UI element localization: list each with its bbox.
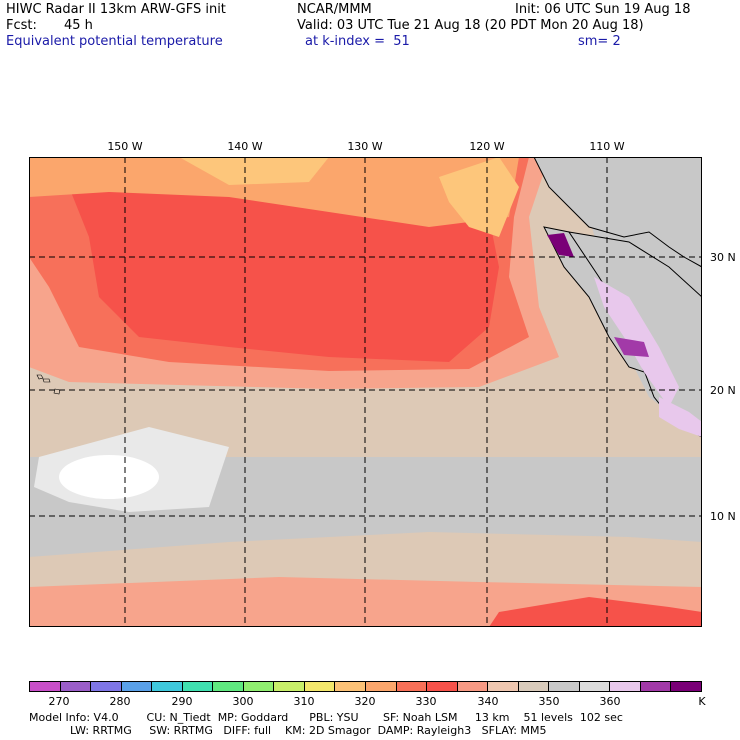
colorbar-swatch	[182, 682, 214, 691]
purple-gulf	[614, 337, 649, 357]
map-frame	[29, 157, 702, 627]
forecast-hour: 45 h	[64, 18, 93, 33]
colorbar-swatch	[427, 682, 458, 691]
cbar-unit: K	[698, 695, 706, 708]
land-mexico	[533, 157, 702, 268]
colorbar-swatch	[579, 682, 611, 691]
cbar-tick: 350	[538, 695, 560, 708]
red-south	[489, 597, 702, 627]
lon-label-130w: 130 W	[347, 140, 383, 153]
dark-purple-north	[547, 233, 574, 257]
model-info-line1: Model Info: V4.0 CU: N_Tiedt MP: Goddard…	[29, 711, 623, 724]
smoothing-label: sm= 2	[578, 34, 621, 49]
lat-label-10n: 10 N	[710, 510, 736, 523]
colorbar-swatch	[91, 682, 122, 691]
lon-label-120w: 120 W	[469, 140, 505, 153]
colorbar	[29, 681, 702, 692]
red-core	[69, 177, 499, 362]
orange-north	[29, 157, 519, 227]
colorbar-swatch	[30, 682, 61, 691]
lon-label-150w: 150 W	[107, 140, 143, 153]
forecast-label: Fcst:	[6, 18, 37, 33]
colorbar-swatch	[335, 682, 367, 691]
model-info-line2: LW: RRTMG SW: RRTMG DIFF: full KM: 2D Sm…	[70, 724, 547, 737]
cbar-tick: 310	[293, 695, 315, 708]
colorbar-swatch	[457, 682, 489, 691]
cbar-tick: 340	[477, 695, 499, 708]
colorbar-swatch	[488, 682, 519, 691]
init-time: Init: 06 UTC Sun 19 Aug 18	[515, 2, 691, 17]
colorbar-swatch	[243, 682, 275, 691]
lavender-coast	[659, 397, 702, 437]
colorbar-swatch	[60, 682, 92, 691]
colorbar-swatch	[304, 682, 336, 691]
cbar-tick: 270	[48, 695, 70, 708]
cbar-tick: 290	[171, 695, 193, 708]
colorbar-swatch	[671, 682, 702, 691]
theta-e-map	[29, 157, 702, 627]
colorbar-swatch	[396, 682, 428, 691]
cbar-tick: 360	[599, 695, 621, 708]
lat-label-20n: 20 N	[710, 384, 736, 397]
colorbar-swatch	[121, 682, 153, 691]
colorbar-swatch	[610, 682, 641, 691]
white-core	[59, 455, 159, 499]
colorbar-swatch	[274, 682, 305, 691]
lon-label-110w: 110 W	[589, 140, 625, 153]
colorbar-swatch	[152, 682, 183, 691]
valid-time: Valid: 03 UTC Tue 21 Aug 18 (20 PDT Mon …	[297, 18, 644, 33]
field-name: Equivalent potential temperature	[6, 34, 223, 49]
lat-label-30n: 30 N	[710, 251, 736, 264]
center-label: NCAR/MMM	[297, 2, 372, 17]
cbar-tick: 300	[232, 695, 254, 708]
colorbar-swatch	[640, 682, 672, 691]
cbar-tick: 330	[415, 695, 437, 708]
colorbar-swatch	[518, 682, 550, 691]
lon-label-140w: 140 W	[227, 140, 263, 153]
cbar-tick: 320	[354, 695, 376, 708]
colorbar-swatch	[549, 682, 580, 691]
colorbar-swatch	[366, 682, 397, 691]
cbar-tick: 280	[109, 695, 131, 708]
hawaii-islands	[36, 374, 61, 395]
light-orange-coast	[439, 157, 519, 237]
colorbar-swatch	[213, 682, 244, 691]
graticule	[29, 157, 702, 627]
model-title: HIWC Radar II 13km ARW-GFS init	[6, 2, 226, 17]
light-orange-north	[179, 157, 329, 185]
k-index-label: at k-index = 51	[305, 34, 410, 49]
